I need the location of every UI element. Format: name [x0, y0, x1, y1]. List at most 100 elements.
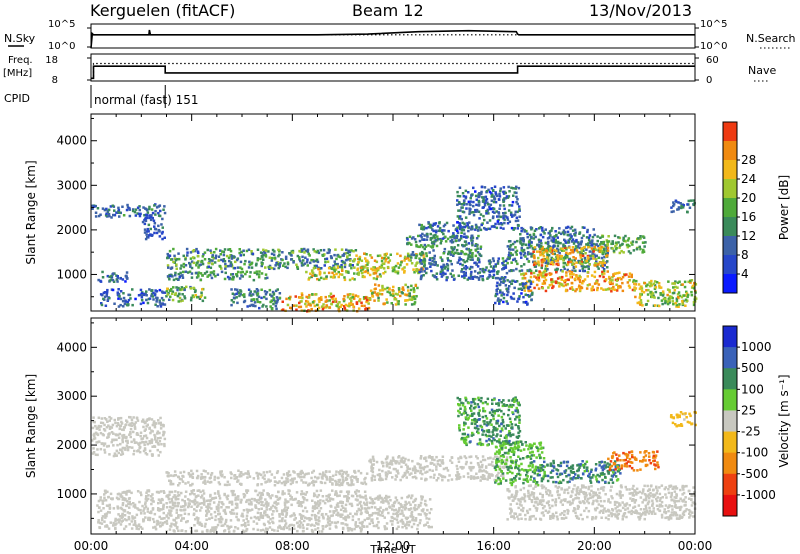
power-panel-pixel: [627, 237, 631, 240]
power-panel-pixel: [537, 256, 540, 260]
power-panel-pixel: [541, 260, 544, 263]
power-panel-pixel: [490, 270, 493, 273]
power-panel-pixel: [443, 229, 446, 232]
power-panel-pixel: [381, 288, 385, 292]
velocity-panel-pixel: [111, 438, 114, 442]
power-panel-pixel: [617, 236, 620, 239]
power-panel-pixel: [243, 293, 246, 296]
power-panel-pixel: [630, 275, 633, 279]
power-panel-pixel: [270, 294, 273, 298]
power-panel-pixel: [526, 257, 529, 261]
power-panel-pixel: [168, 278, 171, 281]
power-panel-pixel: [612, 285, 615, 289]
power-panel-pixel: [515, 267, 518, 271]
power-panel-pixel: [352, 296, 356, 299]
power-panel-pixel: [425, 226, 428, 230]
velocity-panel-pixel: [255, 517, 258, 520]
power-panel-pixel: [168, 298, 171, 301]
power-panel-pixel: [493, 185, 497, 188]
velocity-panel-pixel: [168, 490, 172, 494]
power-panel-pixel: [375, 269, 379, 273]
velocity-panel-pixel: [284, 522, 288, 525]
velocity-panel-pixel: [340, 469, 344, 473]
velocity-panel-pixel: [254, 504, 257, 507]
velocity-panel-pixel: [333, 521, 336, 524]
velocity-panel-pixel: [115, 496, 119, 500]
power-panel-pixel: [645, 303, 648, 306]
power-panel-pixel: [292, 261, 295, 264]
power-panel-pixel: [413, 302, 416, 306]
velocity-panel-pixel: [215, 507, 219, 511]
velocity-panel-pixel: [255, 500, 259, 504]
power-panel-pixel: [463, 276, 466, 280]
power-panel-pixel: [468, 250, 471, 253]
velocity-panel-pixel: [157, 507, 160, 510]
velocity-panel-pixel: [262, 471, 266, 474]
velocity-panel-pixel: [159, 427, 163, 430]
power-panel-pixel: [311, 293, 314, 296]
power-panel-pixel: [209, 259, 212, 262]
power-panel-pixel: [483, 204, 487, 207]
power-panel-pixel: [363, 252, 366, 255]
power-panel-pixel: [270, 252, 274, 256]
power-panel-pixel: [342, 299, 346, 303]
power-panel-pixel: [457, 259, 461, 262]
velocity-panel-pixel: [314, 503, 318, 506]
power-panel-pixel: [577, 286, 581, 289]
velocity-panel-pixel: [197, 489, 201, 492]
velocity-panel-pixel: [342, 506, 345, 510]
power-panel-pixel: [412, 287, 415, 290]
power-panel-pixel: [357, 307, 361, 310]
power-panel-pixel: [551, 226, 554, 230]
power-panel-pixel: [266, 276, 269, 280]
power-panel-pixel: [554, 259, 557, 263]
power-panel-pixel: [442, 263, 445, 267]
power-panel-pixel: [502, 280, 505, 283]
power-panel-pixel: [604, 244, 607, 247]
power-panel-pixel: [668, 301, 671, 304]
velocity-panel-pixel: [334, 483, 338, 486]
power-panel-pixel: [674, 280, 677, 283]
power-panel-pixel: [190, 272, 194, 275]
velocity-panel-pixel: [103, 448, 106, 452]
velocity-panel-scatter: [91, 396, 697, 533]
power-panel-pixel: [498, 291, 502, 294]
nsearch-label: N.Search: [746, 32, 796, 45]
velocity-panel-pixel: [328, 510, 332, 513]
velocity-panel-pixel: [280, 527, 283, 530]
power-panel-pixel: [374, 283, 377, 286]
power-panel-pixel: [537, 243, 540, 247]
power-panel-pixel: [358, 299, 361, 303]
velocity-panel-pixel: [96, 504, 99, 507]
velocity-panel-pixel: [338, 472, 342, 476]
power-panel-pixel: [544, 278, 548, 282]
power-panel-pixel: [590, 274, 594, 277]
power-panel-pixel: [257, 295, 261, 298]
power-panel-pixel: [456, 231, 460, 234]
power-panel-pixel: [537, 263, 541, 267]
velocity-panel-pixel: [257, 498, 261, 502]
power-panel-pixel: [238, 251, 241, 255]
power-panel-pixel: [631, 243, 634, 246]
power-panel-pixel: [303, 247, 306, 251]
power-panel-pixel: [486, 201, 489, 204]
power-panel-pixel: [541, 229, 544, 232]
velocity-panel-pixel: [102, 507, 105, 510]
power-panel-colorbar-label: 4: [741, 267, 749, 281]
velocity-panel-pixel: [233, 477, 236, 480]
power-panel-pixel: [112, 213, 115, 217]
velocity-panel-pixel: [289, 479, 292, 482]
power-panel-pixel: [634, 287, 638, 290]
velocity-panel-pixel: [130, 418, 134, 422]
power-panel-pixel: [409, 288, 413, 292]
power-panel-pixel: [125, 277, 129, 280]
power-panel-pixel: [442, 252, 445, 255]
power-panel-pixel: [207, 265, 210, 268]
velocity-panel-pixel: [190, 500, 194, 503]
velocity-panel-pixel: [265, 505, 268, 508]
velocity-panel-pixel: [235, 512, 239, 515]
power-panel-pixel: [171, 290, 175, 293]
power-panel-pixel: [131, 303, 134, 307]
power-panel-pixel: [422, 274, 425, 277]
velocity-panel-pixel: [123, 527, 126, 531]
